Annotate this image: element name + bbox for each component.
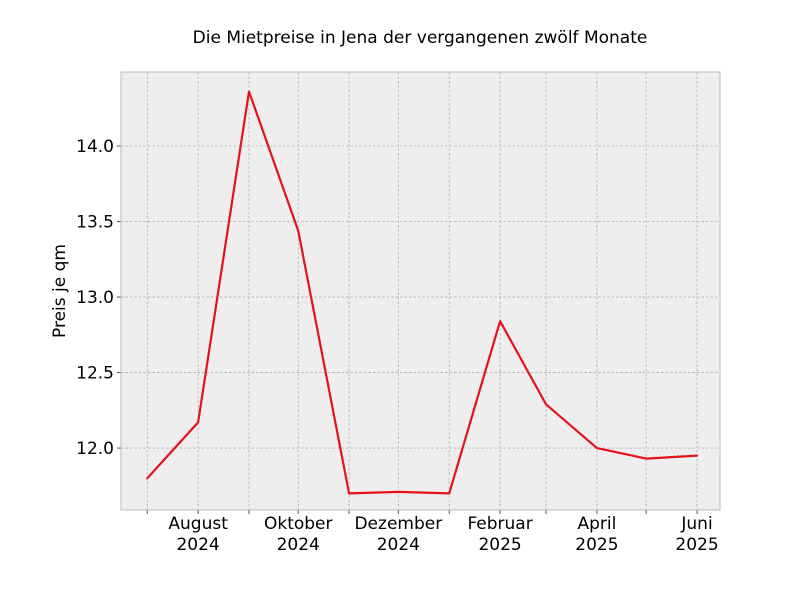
- x-tick-label-year: 2025: [575, 535, 618, 555]
- x-tick-label-year: 2024: [277, 535, 320, 555]
- y-tick-label: 12.5: [76, 364, 114, 384]
- grid: [121, 72, 720, 510]
- y-tick-label: 14.0: [76, 137, 114, 157]
- x-tick-label-month: Dezember: [354, 514, 442, 534]
- x-tick-label-year: 2024: [176, 535, 219, 555]
- series-line: [146, 90, 699, 495]
- x-tick-label-month: Juni: [680, 514, 712, 534]
- x-tick-label-month: August: [168, 514, 228, 534]
- y-tick-label: 13.5: [76, 213, 114, 233]
- x-tick-label-year: 2025: [675, 535, 718, 555]
- plot-area: [121, 72, 720, 510]
- plot-frame: [120, 71, 721, 511]
- x-tick-label-year: 2025: [478, 535, 521, 555]
- chart-title: Die Mietpreise in Jena der vergangenen z…: [193, 28, 648, 48]
- x-tick-label-month: April: [577, 514, 616, 534]
- y-axis: 12.0 12.5 13.0 13.5 14.0: [76, 137, 121, 459]
- x-tick-label-month: Februar: [467, 514, 532, 534]
- y-axis-label: Preis je qm: [50, 244, 70, 338]
- x-tick-label-year: 2024: [377, 535, 420, 555]
- x-tick-label-month: Oktober: [264, 514, 333, 534]
- y-tick-label: 12.0: [76, 439, 114, 459]
- y-tick-label: 13.0: [76, 288, 114, 308]
- x-axis: August2024Oktober2024Dezember2024Februar…: [146, 510, 719, 555]
- series-layer: [146, 90, 699, 495]
